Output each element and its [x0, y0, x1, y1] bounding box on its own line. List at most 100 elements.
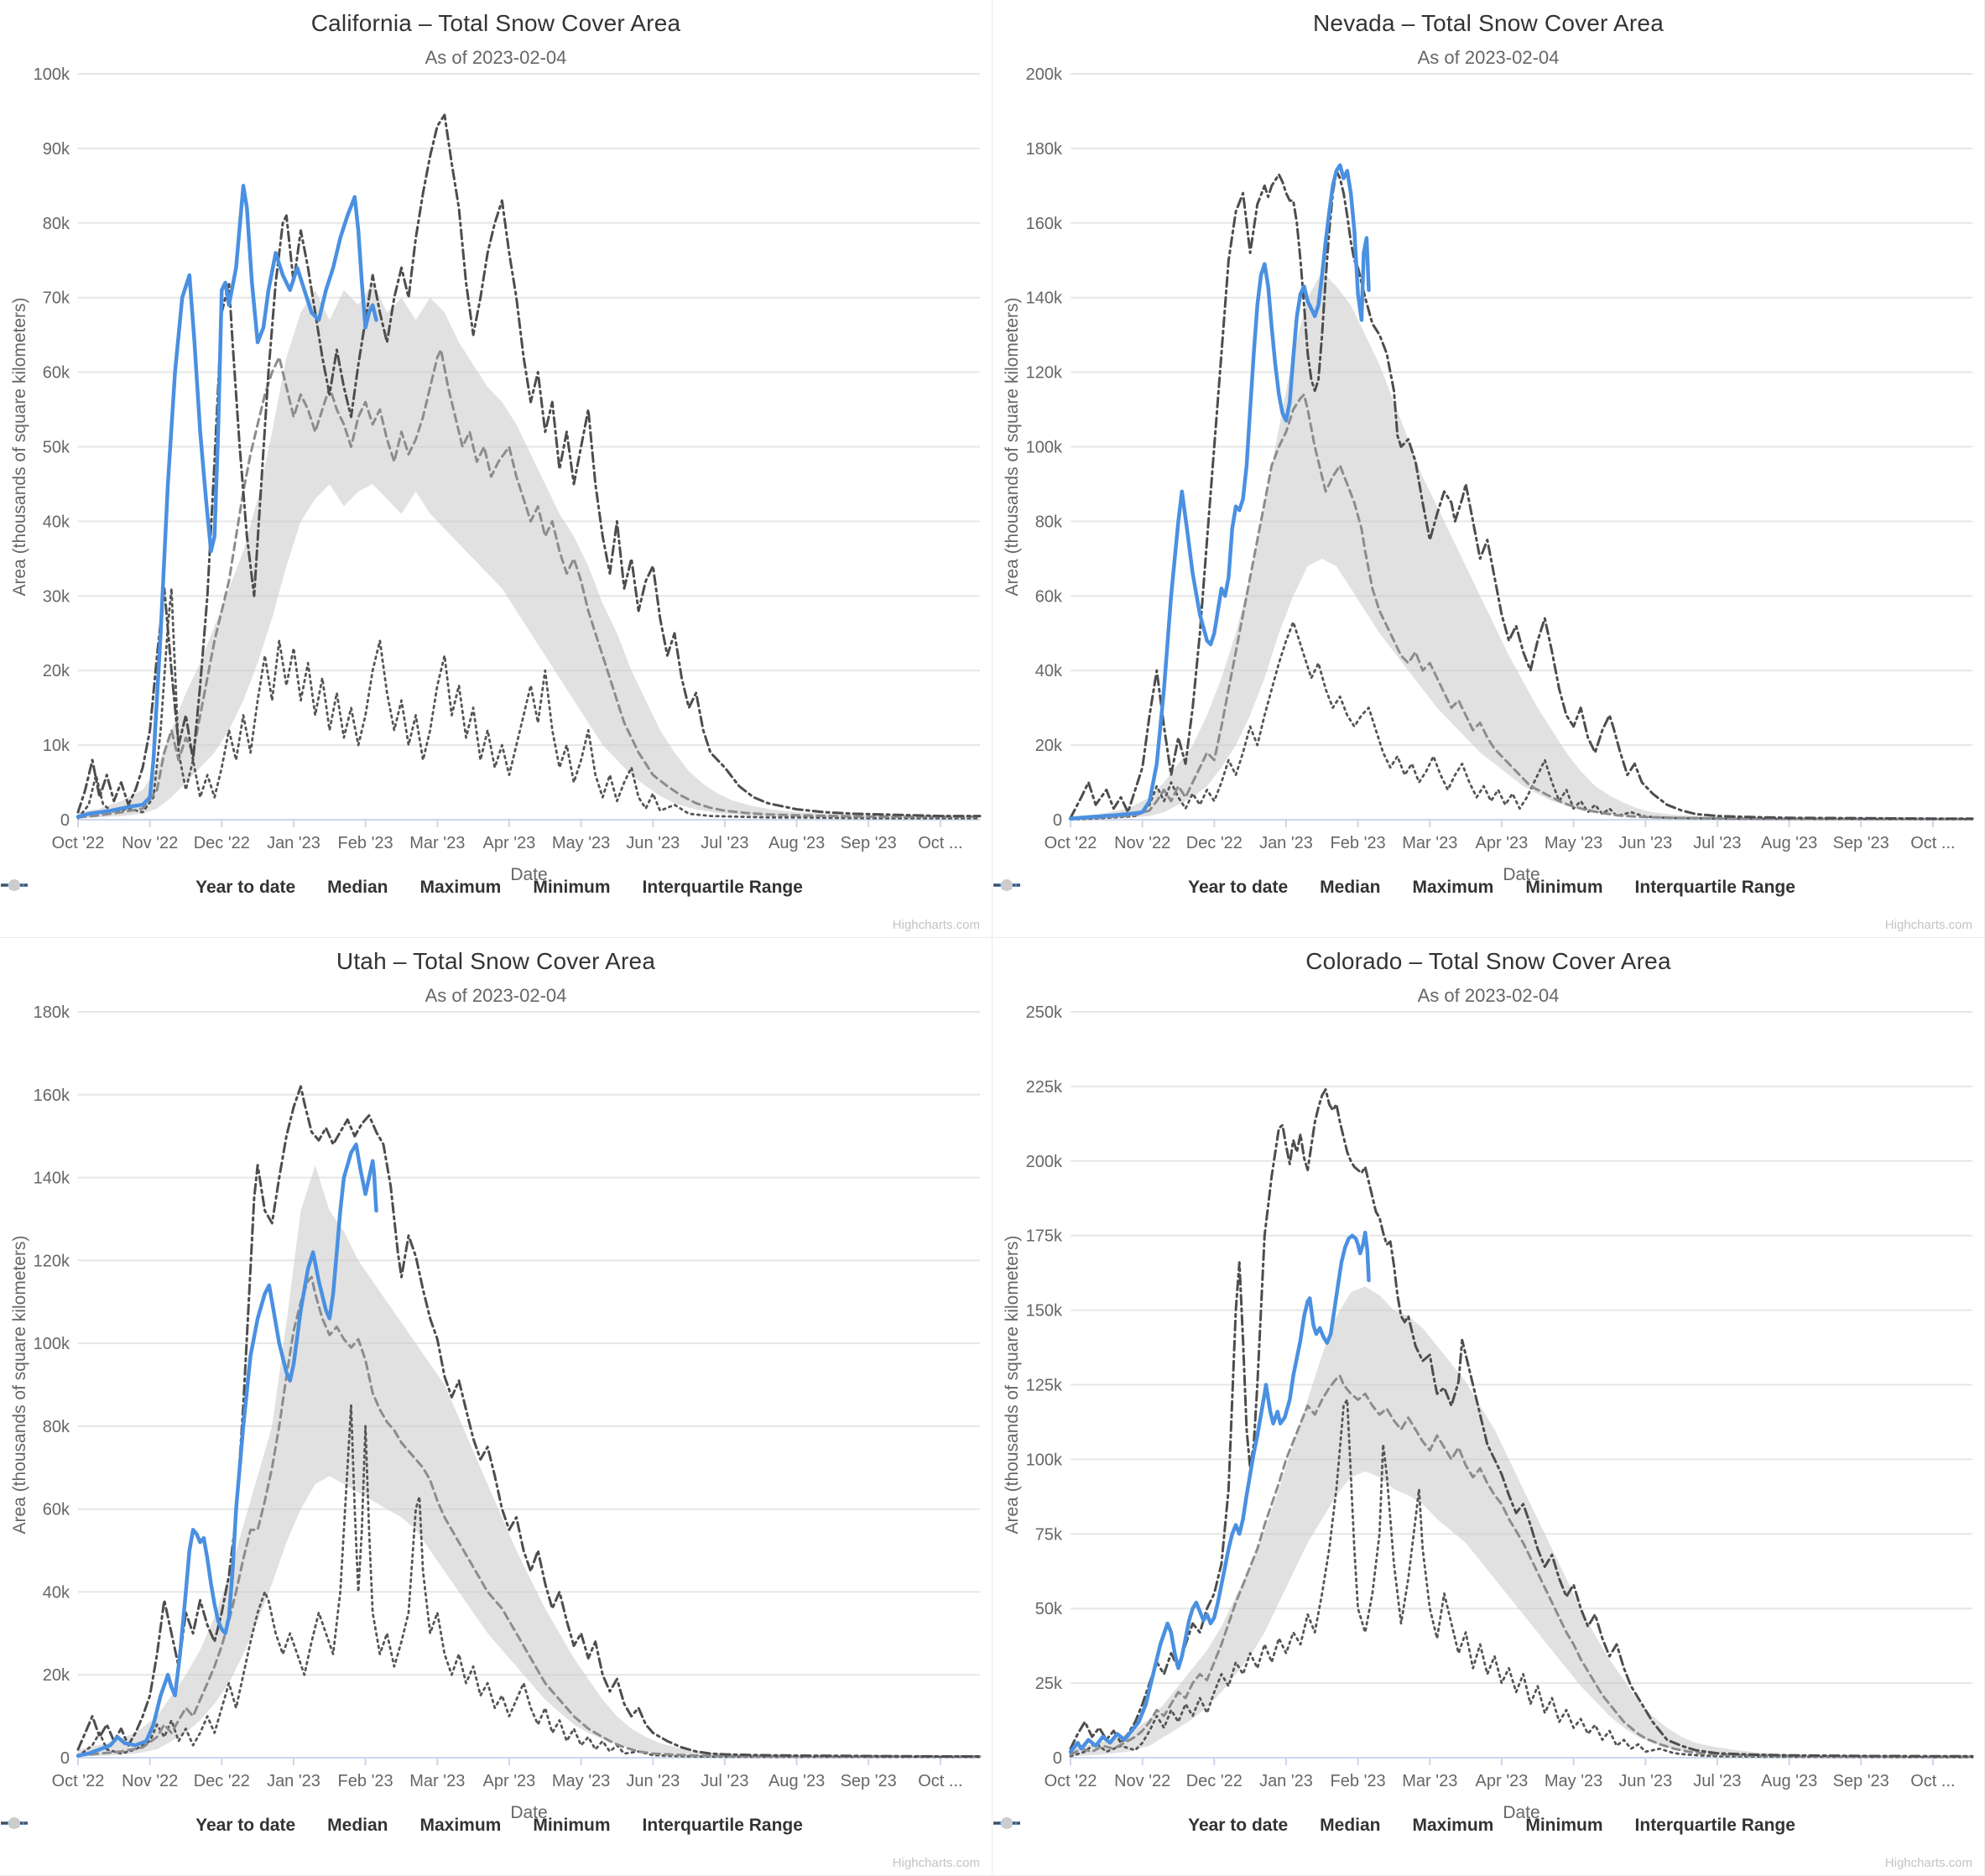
x-tick-label: Sep '23	[841, 834, 897, 852]
x-tick-label: Apr '23	[1476, 1772, 1529, 1790]
y-tick-label: 20k	[43, 662, 70, 680]
x-tick-label: Jun '23	[626, 1772, 680, 1790]
legend-item-median[interactable]: Median	[993, 878, 1381, 898]
median-series-line	[76, 1275, 982, 1758]
chart-panel-nevada: 0 20k 40k 60k 80k 100k 120k 140k 160k 180k 200k Are…	[992, 0, 1985, 938]
median-series-line	[76, 348, 982, 819]
legend-item-label: Interquartile Range	[642, 878, 803, 897]
legend-item-maximum[interactable]: Maximum	[993, 878, 1494, 898]
legend-item-maximum[interactable]: Maximum	[1, 878, 501, 898]
y-tick-label: 50k	[1035, 1600, 1063, 1618]
iqr-band	[78, 1165, 980, 1757]
x-tick-label: May '23	[1545, 1772, 1602, 1790]
x-tick-label: Jun '23	[626, 834, 680, 852]
y-tick-label: 100k	[1026, 439, 1063, 457]
y-tick-label: 200k	[1026, 1153, 1063, 1171]
y-tick-label: 60k	[43, 364, 70, 383]
y-tick-label: 140k	[34, 1170, 70, 1188]
legend: Year to date Median Maximum Minimum Inte…	[0, 878, 992, 898]
chart-svg: 0 10k 20k 30k 40k 50k 60k 70k 80k 90k 100k Area (th…	[10, 65, 982, 884]
legend-item-minimum[interactable]: Minimum	[1, 878, 611, 898]
legend-item-median[interactable]: Median	[993, 1816, 1381, 1836]
chart-subtitle: As of 2023-02-04	[1417, 985, 1560, 1006]
legend-item-maximum[interactable]: Maximum	[1, 1816, 502, 1836]
x-tick-label: Apr '23	[483, 1772, 536, 1790]
x-tick-label: Oct ...	[918, 834, 962, 852]
legend-item-label: Maximum	[419, 1816, 502, 1835]
chart-subtitle: As of 2023-02-04	[425, 985, 567, 1006]
highcharts-credit[interactable]: Highcharts.com	[1884, 1856, 1972, 1870]
x-tick-label: May '23	[552, 1772, 610, 1790]
x-tick-label: Jun '23	[1618, 1772, 1672, 1790]
minimum-series-line	[76, 587, 982, 820]
y-tick-label: 250k	[1026, 1003, 1063, 1022]
legend-item-iqr[interactable]: Interquartile Range	[1001, 1816, 1795, 1836]
legend-item-label: Median	[1320, 1816, 1381, 1835]
x-tick-label: Mar '23	[1402, 1772, 1457, 1790]
x-tick-label: Jul '23	[1693, 1772, 1741, 1790]
chart-subtitle: As of 2023-02-04	[1417, 47, 1560, 68]
chart-subtitle: As of 2023-02-04	[425, 47, 567, 68]
legend-item-year-to-date[interactable]: Year to date	[993, 878, 1288, 898]
highcharts-credit[interactable]: Highcharts.com	[892, 918, 980, 932]
y-tick-label: 160k	[1026, 215, 1063, 233]
legend-item-iqr[interactable]: Interquartile Range	[1001, 878, 1795, 898]
x-tick-label: Feb '23	[1331, 834, 1386, 852]
x-tick-label: Nov '22	[1114, 1772, 1170, 1790]
x-tick-label: Jan '23	[1259, 1772, 1313, 1790]
legend-item-label: Interquartile Range	[642, 1816, 803, 1835]
legend-item-minimum[interactable]: Minimum	[1, 1816, 611, 1836]
x-tick-label: Dec '22	[194, 834, 250, 852]
legend-item-label: Median	[327, 878, 388, 897]
legend-item-year-to-date[interactable]: Year to date	[993, 1816, 1288, 1836]
x-tick-label: Dec '22	[1186, 1772, 1243, 1790]
chart-title: Utah – Total Snow Cover Area	[336, 948, 656, 974]
y-tick-label: 50k	[43, 439, 70, 457]
minimum-series-line	[1069, 1398, 1974, 1759]
y-tick-label: 0	[1053, 1749, 1062, 1768]
median-series-line	[1069, 393, 1974, 821]
x-tick-label: Oct ...	[1910, 1772, 1955, 1790]
x-tick-label: Nov '22	[122, 834, 178, 852]
year-to-date-series-line	[76, 184, 378, 819]
x-tick-label: Jan '23	[267, 834, 320, 852]
chart-title: Colorado – Total Snow Cover Area	[1305, 948, 1671, 974]
x-tick-label: Nov '22	[122, 1772, 178, 1790]
chart-panel-utah: 0 20k 40k 60k 80k 100k 120k 140k 160k 180k Area (t…	[0, 938, 992, 1876]
x-tick-label: Apr '23	[1476, 834, 1529, 852]
x-tick-label: Dec '22	[194, 1772, 250, 1790]
legend-item-label: Maximum	[1412, 878, 1494, 897]
chart-svg: 0 20k 40k 60k 80k 100k 120k 140k 160k 180k Area (t…	[10, 1003, 982, 1822]
y-tick-label: 120k	[34, 1252, 70, 1270]
legend-item-median[interactable]: Median	[1, 1816, 388, 1836]
highcharts-credit[interactable]: Highcharts.com	[892, 1856, 980, 1870]
x-tick-label: Sep '23	[841, 1772, 897, 1790]
y-tick-label: 200k	[1026, 65, 1063, 84]
y-tick-label: 125k	[1026, 1377, 1063, 1395]
legend-item-median[interactable]: Median	[1, 878, 388, 898]
legend-item-iqr[interactable]: Interquartile Range	[8, 1816, 803, 1836]
legend-item-year-to-date[interactable]: Year to date	[1, 1816, 295, 1836]
minimum-series-line	[76, 1404, 982, 1759]
legend-item-minimum[interactable]: Minimum	[993, 1816, 1603, 1836]
y-tick-label: 10k	[43, 737, 70, 755]
y-tick-label: 120k	[1026, 364, 1063, 383]
y-tick-label: 90k	[43, 140, 70, 159]
y-tick-label: 0	[60, 811, 70, 830]
legend-item-year-to-date[interactable]: Year to date	[1, 878, 295, 898]
highcharts-credit[interactable]: Highcharts.com	[1884, 918, 1972, 932]
year-to-date-series-line	[1068, 163, 1371, 821]
y-tick-label: 60k	[1035, 587, 1063, 606]
y-tick-label: 70k	[43, 289, 70, 308]
legend-item-minimum[interactable]: Minimum	[993, 878, 1603, 898]
legend-item-iqr[interactable]: Interquartile Range	[8, 878, 803, 898]
maximum-series-line	[76, 113, 982, 818]
y-tick-label: 180k	[1026, 140, 1063, 159]
chart-svg: 0 25k 50k 75k 100k 125k 150k 175k 200k 225k 250k Ar…	[1003, 1003, 1974, 1822]
y-tick-label: 20k	[43, 1666, 70, 1685]
legend-item-maximum[interactable]: Maximum	[993, 1816, 1493, 1836]
y-tick-label: 180k	[34, 1003, 70, 1022]
x-tick-label: Feb '23	[338, 834, 393, 852]
legend-item-label: Minimum	[1525, 1816, 1603, 1835]
